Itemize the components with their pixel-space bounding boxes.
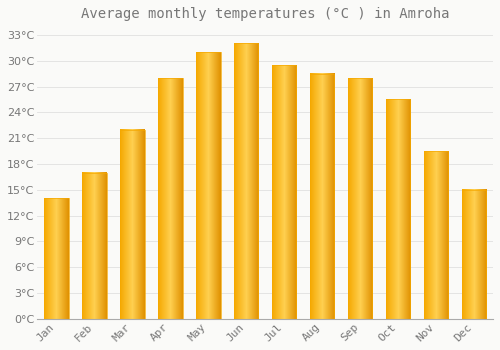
Title: Average monthly temperatures (°C ) in Amroha: Average monthly temperatures (°C ) in Am…: [81, 7, 450, 21]
Bar: [120, 130, 144, 319]
Bar: [386, 99, 410, 319]
Bar: [158, 78, 182, 319]
Bar: [462, 190, 486, 319]
Bar: [234, 43, 258, 319]
Bar: [272, 65, 296, 319]
Bar: [82, 173, 106, 319]
Bar: [44, 198, 68, 319]
Bar: [424, 151, 448, 319]
Bar: [196, 52, 220, 319]
Bar: [348, 78, 372, 319]
Bar: [310, 74, 334, 319]
